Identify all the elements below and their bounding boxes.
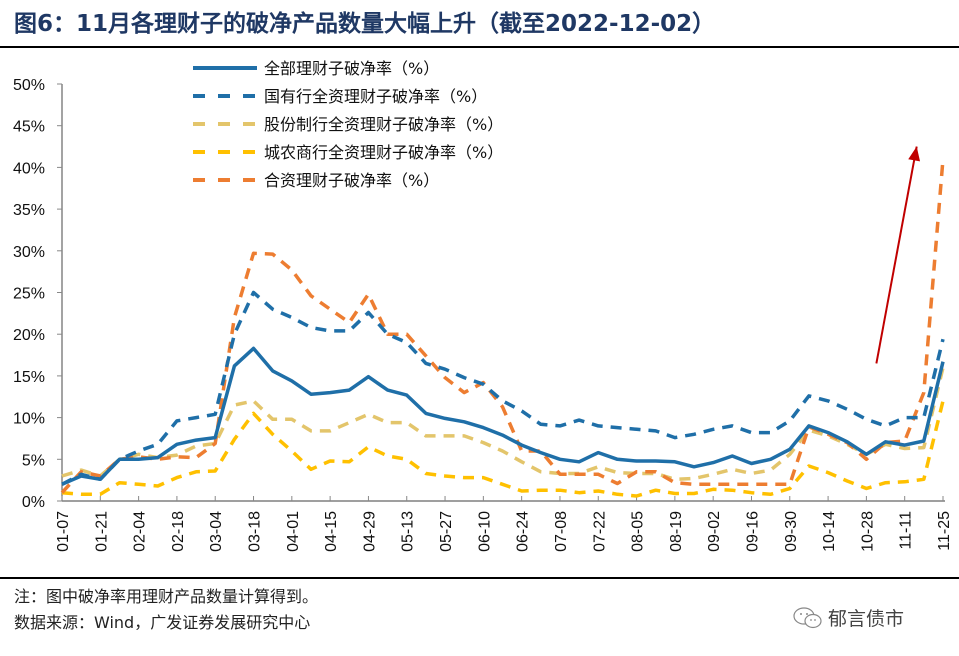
x-tick-label: 06-10 (476, 511, 493, 552)
watermark-text: 郁言债市 (828, 608, 905, 630)
wechat-icon (793, 606, 822, 628)
x-tick-label: 05-13 (400, 511, 417, 552)
legend-label-3: 城农商行全资理财子破净率（%） (264, 143, 503, 162)
x-tick-label: 05-27 (438, 511, 455, 552)
legend-label-4: 合资理财子破净率（%） (264, 171, 439, 190)
x-tick-label: 02-04 (132, 511, 149, 552)
x-tick-labels: 01-07 01-21 02-04 02-18 03-04 03-18 04-01 04-15… (55, 511, 953, 552)
top-rule (0, 46, 959, 48)
series-layer (60, 158, 945, 498)
footnote: 注：图中破净率用理财产品数量计算得到。 (14, 587, 319, 606)
figure-title: 图6：11月各理财子的破净产品数量大幅上升（截至2022-12-02） (14, 11, 716, 37)
x-tick-label: 01-21 (93, 511, 110, 552)
x-tick-label: 08-19 (668, 511, 685, 552)
legend-label-1: 国有行全资理财子破净率（%） (264, 87, 487, 106)
annotation-layer (875, 146, 921, 364)
series-line-4 (60, 158, 945, 494)
data-source: 数据来源：Wind，广发证券发展研究中心 (14, 613, 311, 632)
x-tick-label: 10-14 (821, 511, 838, 552)
axes (57, 83, 945, 502)
legend-label-0: 全部理财子破净率（%） (264, 59, 439, 78)
y-tick-label: 15% (13, 369, 45, 386)
series-line-2 (61, 367, 945, 482)
x-tick-label: 09-16 (744, 511, 761, 552)
series-line-1 (61, 290, 945, 486)
y-tick-label: 40% (13, 160, 45, 177)
line-chart: 0%5%10%15%20%25%30%35%40%45%50% 01-07 01-… (13, 59, 953, 552)
y-tick-label: 25% (13, 286, 45, 303)
x-tick-label: 01-07 (55, 511, 72, 552)
x-tick-label: 03-04 (208, 511, 225, 552)
y-tick-label: 10% (13, 411, 45, 428)
x-tick-label: 04-29 (361, 511, 378, 552)
x-tick-label: 03-18 (247, 511, 264, 552)
y-tick-label: 50% (13, 77, 45, 94)
y-tick-label: 35% (13, 202, 45, 219)
x-tick-label: 04-15 (323, 511, 340, 552)
x-tick-label: 07-22 (591, 511, 608, 552)
legend: 全部理财子破净率（%） 国有行全资理财子破净率（%） 股份制行全资理财子破净率（%）… (193, 59, 503, 190)
watermark: 郁言债市 (792, 604, 904, 631)
series-line-3 (61, 400, 945, 498)
x-tick-label: 09-02 (706, 511, 723, 552)
bottom-rule (0, 577, 959, 579)
y-tick-label: 0% (22, 494, 45, 511)
x-tick-label: 08-05 (630, 511, 647, 552)
trend-arrow-head-icon (908, 146, 921, 162)
y-tick-label: 20% (13, 327, 45, 344)
x-tick-label: 04-01 (285, 511, 302, 552)
x-tick-label: 10-28 (859, 511, 876, 552)
x-tick-label: 11-25 (936, 511, 953, 551)
x-tick-label: 09-30 (783, 511, 800, 552)
y-tick-label: 45% (13, 119, 45, 136)
x-tick-label: 06-24 (515, 511, 532, 552)
y-tick-label: 5% (22, 452, 45, 469)
legend-label-2: 股份制行全资理财子破净率（%） (264, 115, 503, 134)
x-tick-label: 07-08 (553, 511, 570, 552)
trend-arrow-line (875, 146, 918, 364)
x-tick-label: 11-11 (898, 511, 915, 550)
series-line-0 (61, 346, 945, 486)
y-tick-labels: 0% 5% 10% 15% 20% 25% 30% 35% 40% 45% 50% (13, 77, 45, 511)
x-tick-label: 02-18 (170, 511, 187, 552)
y-tick-label: 30% (13, 244, 45, 261)
